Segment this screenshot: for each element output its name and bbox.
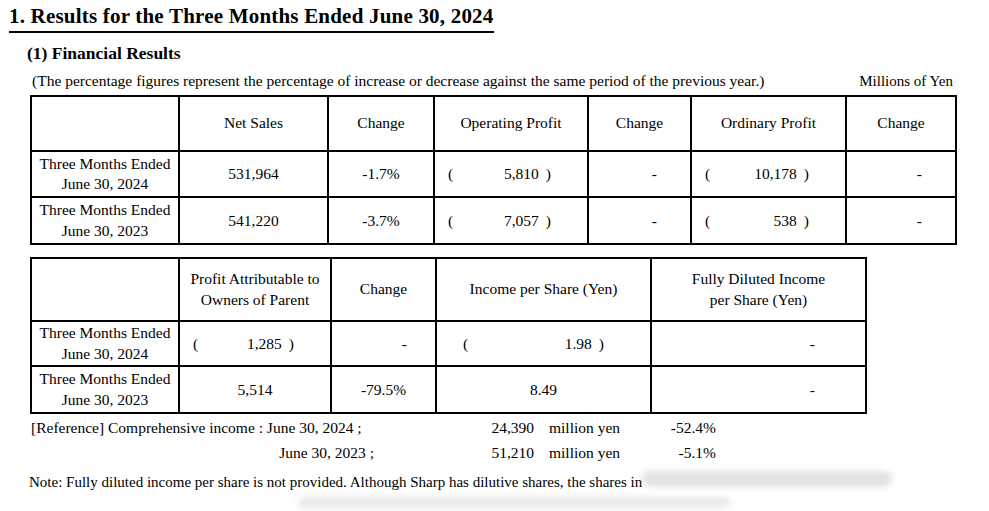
close-paren: ) xyxy=(804,212,809,229)
close-paren: ) xyxy=(599,335,604,352)
section-heading: (1) Financial Results xyxy=(27,43,181,64)
operating-profit-change: - xyxy=(588,197,691,244)
footnote-text: Note: Fully diluted income per share is … xyxy=(29,474,642,491)
per-share-header-row: Profit Attributable to Owners of Parent … xyxy=(31,258,866,321)
col-header-change: Change xyxy=(331,258,436,321)
fully-diluted-value: - xyxy=(651,321,866,366)
negative-number: 5,810) xyxy=(504,165,551,183)
profit-attributable-value: 5,514 xyxy=(179,366,331,413)
col-header-change-3: Change xyxy=(846,96,956,151)
row-label-line-1: Three Months Ended xyxy=(32,323,178,343)
row-label: Three Months Ended June 30, 2023 xyxy=(31,366,179,413)
results-header-row: Net Sales Change Operating Profit Change… xyxy=(31,96,956,151)
page-title: 1. Results for the Three Months Ended Ju… xyxy=(9,4,494,33)
row-label-line-1: Three Months Ended xyxy=(32,200,178,220)
income-per-share-value: ( 1.98) xyxy=(436,321,651,366)
open-paren: ( xyxy=(705,212,710,230)
profit-attributable-change: -79.5% xyxy=(331,366,436,413)
operating-profit-value: ( 5,810) xyxy=(434,151,588,197)
profit-attributable-change: - xyxy=(331,321,436,366)
reference-value: 24,390 xyxy=(420,419,534,437)
percentage-note: (The percentage figures represent the pe… xyxy=(32,72,764,90)
operating-profit-value: ( 7,057) xyxy=(434,197,588,244)
redaction-smudge xyxy=(298,497,730,508)
open-paren: ( xyxy=(705,165,710,183)
col-header-profit-attributable: Profit Attributable to Owners of Parent xyxy=(179,258,331,321)
close-paren: ) xyxy=(804,165,809,182)
row-label-line-2: June 30, 2024 xyxy=(32,344,178,364)
ordinary-profit-change: - xyxy=(846,151,956,197)
per-share-row-2024: Three Months Ended June 30, 2024 ( 1,285… xyxy=(31,321,866,366)
ordinary-profit-value: ( 10,178) xyxy=(691,151,846,197)
row-label-line-2: June 30, 2023 xyxy=(32,221,178,241)
reference-change: -52.4% xyxy=(638,419,716,437)
open-paren: ( xyxy=(463,335,468,353)
reference-line-2023: June 30, 2023 ; 51,210 million yen -5.1% xyxy=(0,444,989,464)
reference-label: [Reference] Comprehensive income : June … xyxy=(31,419,362,437)
net-sales-change: -1.7% xyxy=(328,151,434,197)
negative-number: 1.98) xyxy=(565,335,604,353)
row-label: Three Months Ended June 30, 2024 xyxy=(31,151,179,197)
reference-label: June 30, 2023 ; xyxy=(150,444,374,462)
col-header-operating-profit: Operating Profit xyxy=(434,96,588,151)
open-paren: ( xyxy=(448,165,453,183)
reference-line-2024: [Reference] Comprehensive income : June … xyxy=(0,419,989,439)
col-header-income-per-share: Income per Share (Yen) xyxy=(436,258,651,321)
row-label-line-2: June 30, 2024 xyxy=(32,174,178,194)
corner-cell xyxy=(31,258,179,321)
negative-number: 1,285) xyxy=(247,335,294,353)
per-share-row-2023: Three Months Ended June 30, 2023 5,514 -… xyxy=(31,366,866,413)
negative-number: 10,178) xyxy=(754,165,809,183)
close-paren: ) xyxy=(546,165,551,182)
negative-number: 538) xyxy=(774,212,809,230)
net-sales-value: 541,220 xyxy=(179,197,328,244)
col-header-net-sales: Net Sales xyxy=(179,96,328,151)
col-header-fully-diluted: Fully Diluted Income per Share (Yen) xyxy=(651,258,866,321)
per-share-table: Profit Attributable to Owners of Parent … xyxy=(30,257,867,414)
col-header-change-1: Change xyxy=(328,96,434,151)
redaction-smudge xyxy=(642,471,892,487)
net-sales-value: 531,964 xyxy=(179,151,328,197)
row-label-line-2: June 30, 2023 xyxy=(32,390,178,410)
col-header-change-2: Change xyxy=(588,96,691,151)
ordinary-profit-value: ( 538) xyxy=(691,197,846,244)
col-header-ordinary-profit: Ordinary Profit xyxy=(691,96,846,151)
row-label: Three Months Ended June 30, 2024 xyxy=(31,321,179,366)
close-paren: ) xyxy=(546,212,551,229)
open-paren: ( xyxy=(448,212,453,230)
negative-number: 7,057) xyxy=(504,212,551,230)
results-row-2023: Three Months Ended June 30, 2023 541,220… xyxy=(31,197,956,244)
close-paren: ) xyxy=(289,335,294,352)
corner-cell xyxy=(31,96,179,151)
reference-unit: million yen xyxy=(549,444,620,462)
ordinary-profit-change: - xyxy=(846,197,956,244)
operating-profit-change: - xyxy=(588,151,691,197)
profit-attributable-value: ( 1,285) xyxy=(179,321,331,366)
reference-value: 51,210 xyxy=(420,444,534,462)
row-label-line-1: Three Months Ended xyxy=(32,154,178,174)
reference-unit: million yen xyxy=(549,419,620,437)
row-label: Three Months Ended June 30, 2023 xyxy=(31,197,179,244)
open-paren: ( xyxy=(193,335,198,353)
results-table: Net Sales Change Operating Profit Change… xyxy=(30,95,957,245)
reference-change: -5.1% xyxy=(638,444,716,462)
income-per-share-value: 8.49 xyxy=(436,366,651,413)
net-sales-change: -3.7% xyxy=(328,197,434,244)
fully-diluted-value: - xyxy=(651,366,866,413)
row-label-line-1: Three Months Ended xyxy=(32,369,178,389)
unit-label: Millions of Yen xyxy=(859,73,953,90)
results-row-2024: Three Months Ended June 30, 2024 531,964… xyxy=(31,151,956,197)
